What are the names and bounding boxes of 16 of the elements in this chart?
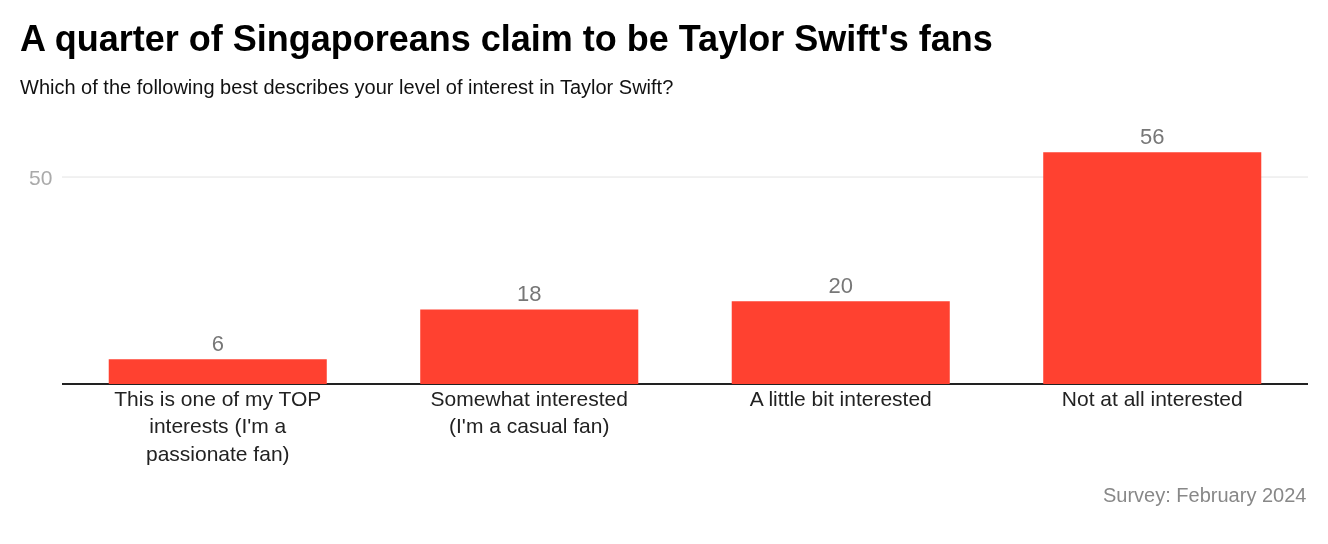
data-label: 18: [517, 281, 542, 307]
bar: [108, 359, 327, 384]
x-tick-label: Somewhat interested (I'm a casual fan): [430, 387, 628, 438]
x-tick-label: Not at all interested: [1061, 387, 1243, 410]
chart-title: A quarter of Singaporeans claim to be Taylor Swift's fans: [20, 18, 993, 60]
data-label: 20: [828, 273, 853, 299]
data-label: 6: [211, 331, 224, 357]
bar: [1043, 152, 1262, 384]
chart-subtitle: Which of the following best describes your level of interest in Taylor Swift?: [20, 76, 674, 99]
data-label: 56: [1140, 124, 1165, 150]
x-tick-label: A little bit interested: [749, 387, 932, 410]
bar: [731, 301, 950, 384]
bar: [420, 309, 639, 384]
text: Survey: February 2024: [1103, 484, 1307, 506]
ref-line-label: 50: [29, 166, 53, 189]
x-tick-label: This is one of my TOP interests (I'm a passionate fan): [114, 387, 322, 465]
